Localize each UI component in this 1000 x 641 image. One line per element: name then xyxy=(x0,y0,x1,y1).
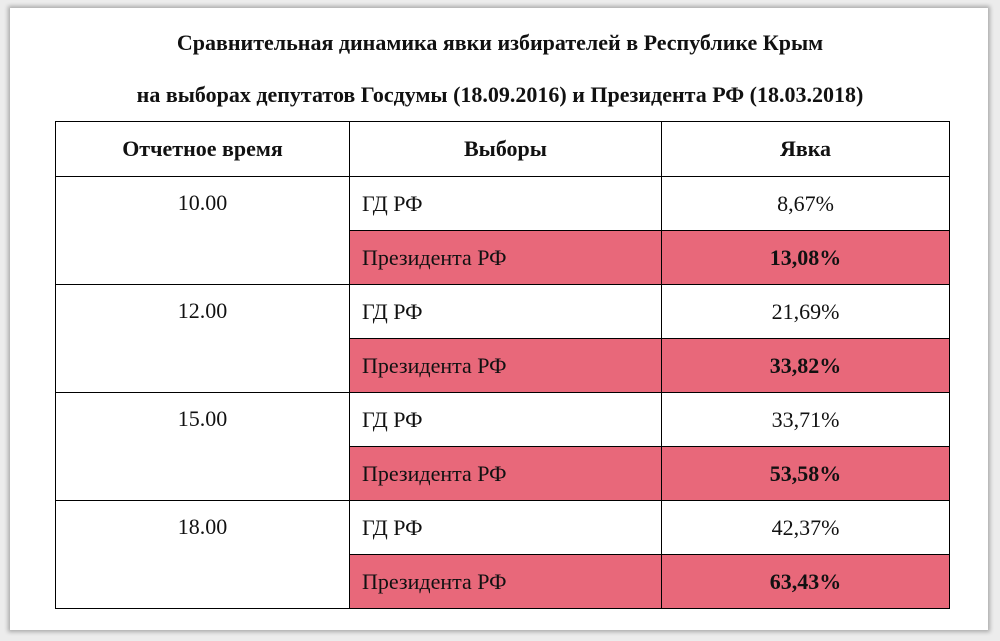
turnout-cell-president: 53,58% xyxy=(661,446,950,501)
table-row: 12.00 ГД РФ 21,69% xyxy=(55,284,950,393)
table-row: 15.00 ГД РФ 33,71% xyxy=(55,392,950,501)
header-turnout: Явка xyxy=(661,121,950,177)
turnout-cell-president: 33,82% xyxy=(661,338,950,393)
turnout-table: Отчетное время Выборы Явка 10.00 ГД РФ 8… xyxy=(55,121,950,609)
election-cell-gd: ГД РФ xyxy=(349,176,662,231)
table-row: Президента РФ 53,58% xyxy=(56,446,950,501)
turnout-cell-president: 63,43% xyxy=(661,554,950,609)
time-cell: 12.00 xyxy=(55,284,350,393)
turnout-cell-gd: 8,67% xyxy=(661,176,950,231)
table-row: 18.00 ГД РФ 42,37% xyxy=(55,500,950,609)
time-cell: 15.00 xyxy=(55,392,350,501)
election-cell-president: Президента РФ xyxy=(349,338,662,393)
turnout-cell-gd: 42,37% xyxy=(661,500,950,555)
title-line-1: Сравнительная динамика явки избирателей … xyxy=(176,30,824,55)
election-cell-president: Президента РФ xyxy=(349,554,662,609)
table-header-row: Отчетное время Выборы Явка xyxy=(55,121,950,177)
election-cell-gd: ГД РФ xyxy=(349,392,662,447)
time-cell: 18.00 xyxy=(55,500,350,609)
election-cell-gd: ГД РФ xyxy=(349,284,662,339)
title-line-2: на выборах депутатов Госдумы (18.09.2016… xyxy=(136,82,864,107)
turnout-cell-gd: 21,69% xyxy=(661,284,950,339)
table-row: Президента РФ 63,43% xyxy=(56,554,950,609)
election-cell-president: Президента РФ xyxy=(349,230,662,285)
table-row: Президента РФ 13,08% xyxy=(56,230,950,285)
header-election: Выборы xyxy=(349,121,662,177)
turnout-cell-gd: 33,71% xyxy=(661,392,950,447)
table-row: 10.00 ГД РФ 8,67% xyxy=(55,176,950,285)
turnout-cell-president: 13,08% xyxy=(661,230,950,285)
header-time: Отчетное время xyxy=(55,121,350,177)
time-cell: 10.00 xyxy=(55,176,350,285)
election-cell-gd: ГД РФ xyxy=(349,500,662,555)
election-cell-president: Президента РФ xyxy=(349,446,662,501)
